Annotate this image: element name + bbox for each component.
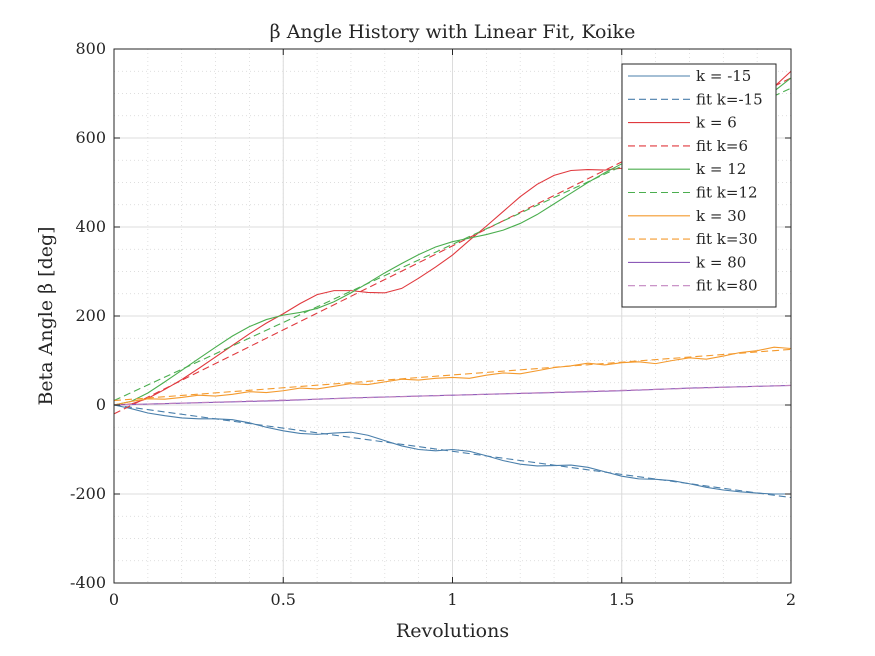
- legend-label: fit k=6: [696, 137, 748, 155]
- x-axis-ticks: 0 0.5 1 1.5 2: [109, 49, 796, 609]
- legend-label: fit k=12: [696, 184, 758, 202]
- x-tick-label: 0.5: [271, 590, 296, 609]
- y-tick-label: -200: [70, 484, 106, 503]
- legend-box: [621, 63, 777, 308]
- y-tick-label: 800: [75, 39, 106, 58]
- chart-title: β Angle History with Linear Fit, Koike: [270, 21, 636, 43]
- series-line-7: [113, 348, 792, 402]
- legend-label: k = 30: [696, 207, 746, 225]
- y-axis-label: Beta Angle β [deg]: [35, 226, 57, 405]
- legend-label: k = 80: [696, 253, 746, 271]
- x-axis-label: Revolutions: [396, 620, 509, 642]
- legend-label: k = -15: [696, 67, 751, 85]
- x-tick-label: 2: [786, 590, 796, 609]
- series-line-1: [113, 404, 792, 499]
- x-tick-label: 1.5: [609, 590, 634, 609]
- legend-label: k = 6: [696, 114, 737, 132]
- legend: k = -15 fit k=-15 k = 6 fit k=6 k = 12 fit k=…: [621, 63, 777, 308]
- x-tick-label: 1: [447, 590, 457, 609]
- y-tick-label: 600: [75, 128, 106, 147]
- y-tick-label: 0: [96, 395, 106, 414]
- series-line-6: [113, 346, 792, 406]
- series-line-9: [113, 384, 792, 406]
- legend-label: fit k=30: [696, 230, 758, 248]
- series-layer: [113, 70, 792, 499]
- y-tick-label: -400: [70, 573, 106, 592]
- y-axis-ticks: -400 -200 0 200 400 600 800: [70, 39, 791, 592]
- series-line-0: [113, 404, 791, 495]
- legend-label: fit k=80: [696, 277, 758, 295]
- legend-label: k = 12: [696, 160, 746, 178]
- legend-label: fit k=-15: [696, 90, 763, 108]
- x-tick-label: 0: [109, 590, 119, 609]
- y-tick-label: 400: [75, 217, 106, 236]
- y-tick-label: 200: [75, 306, 106, 325]
